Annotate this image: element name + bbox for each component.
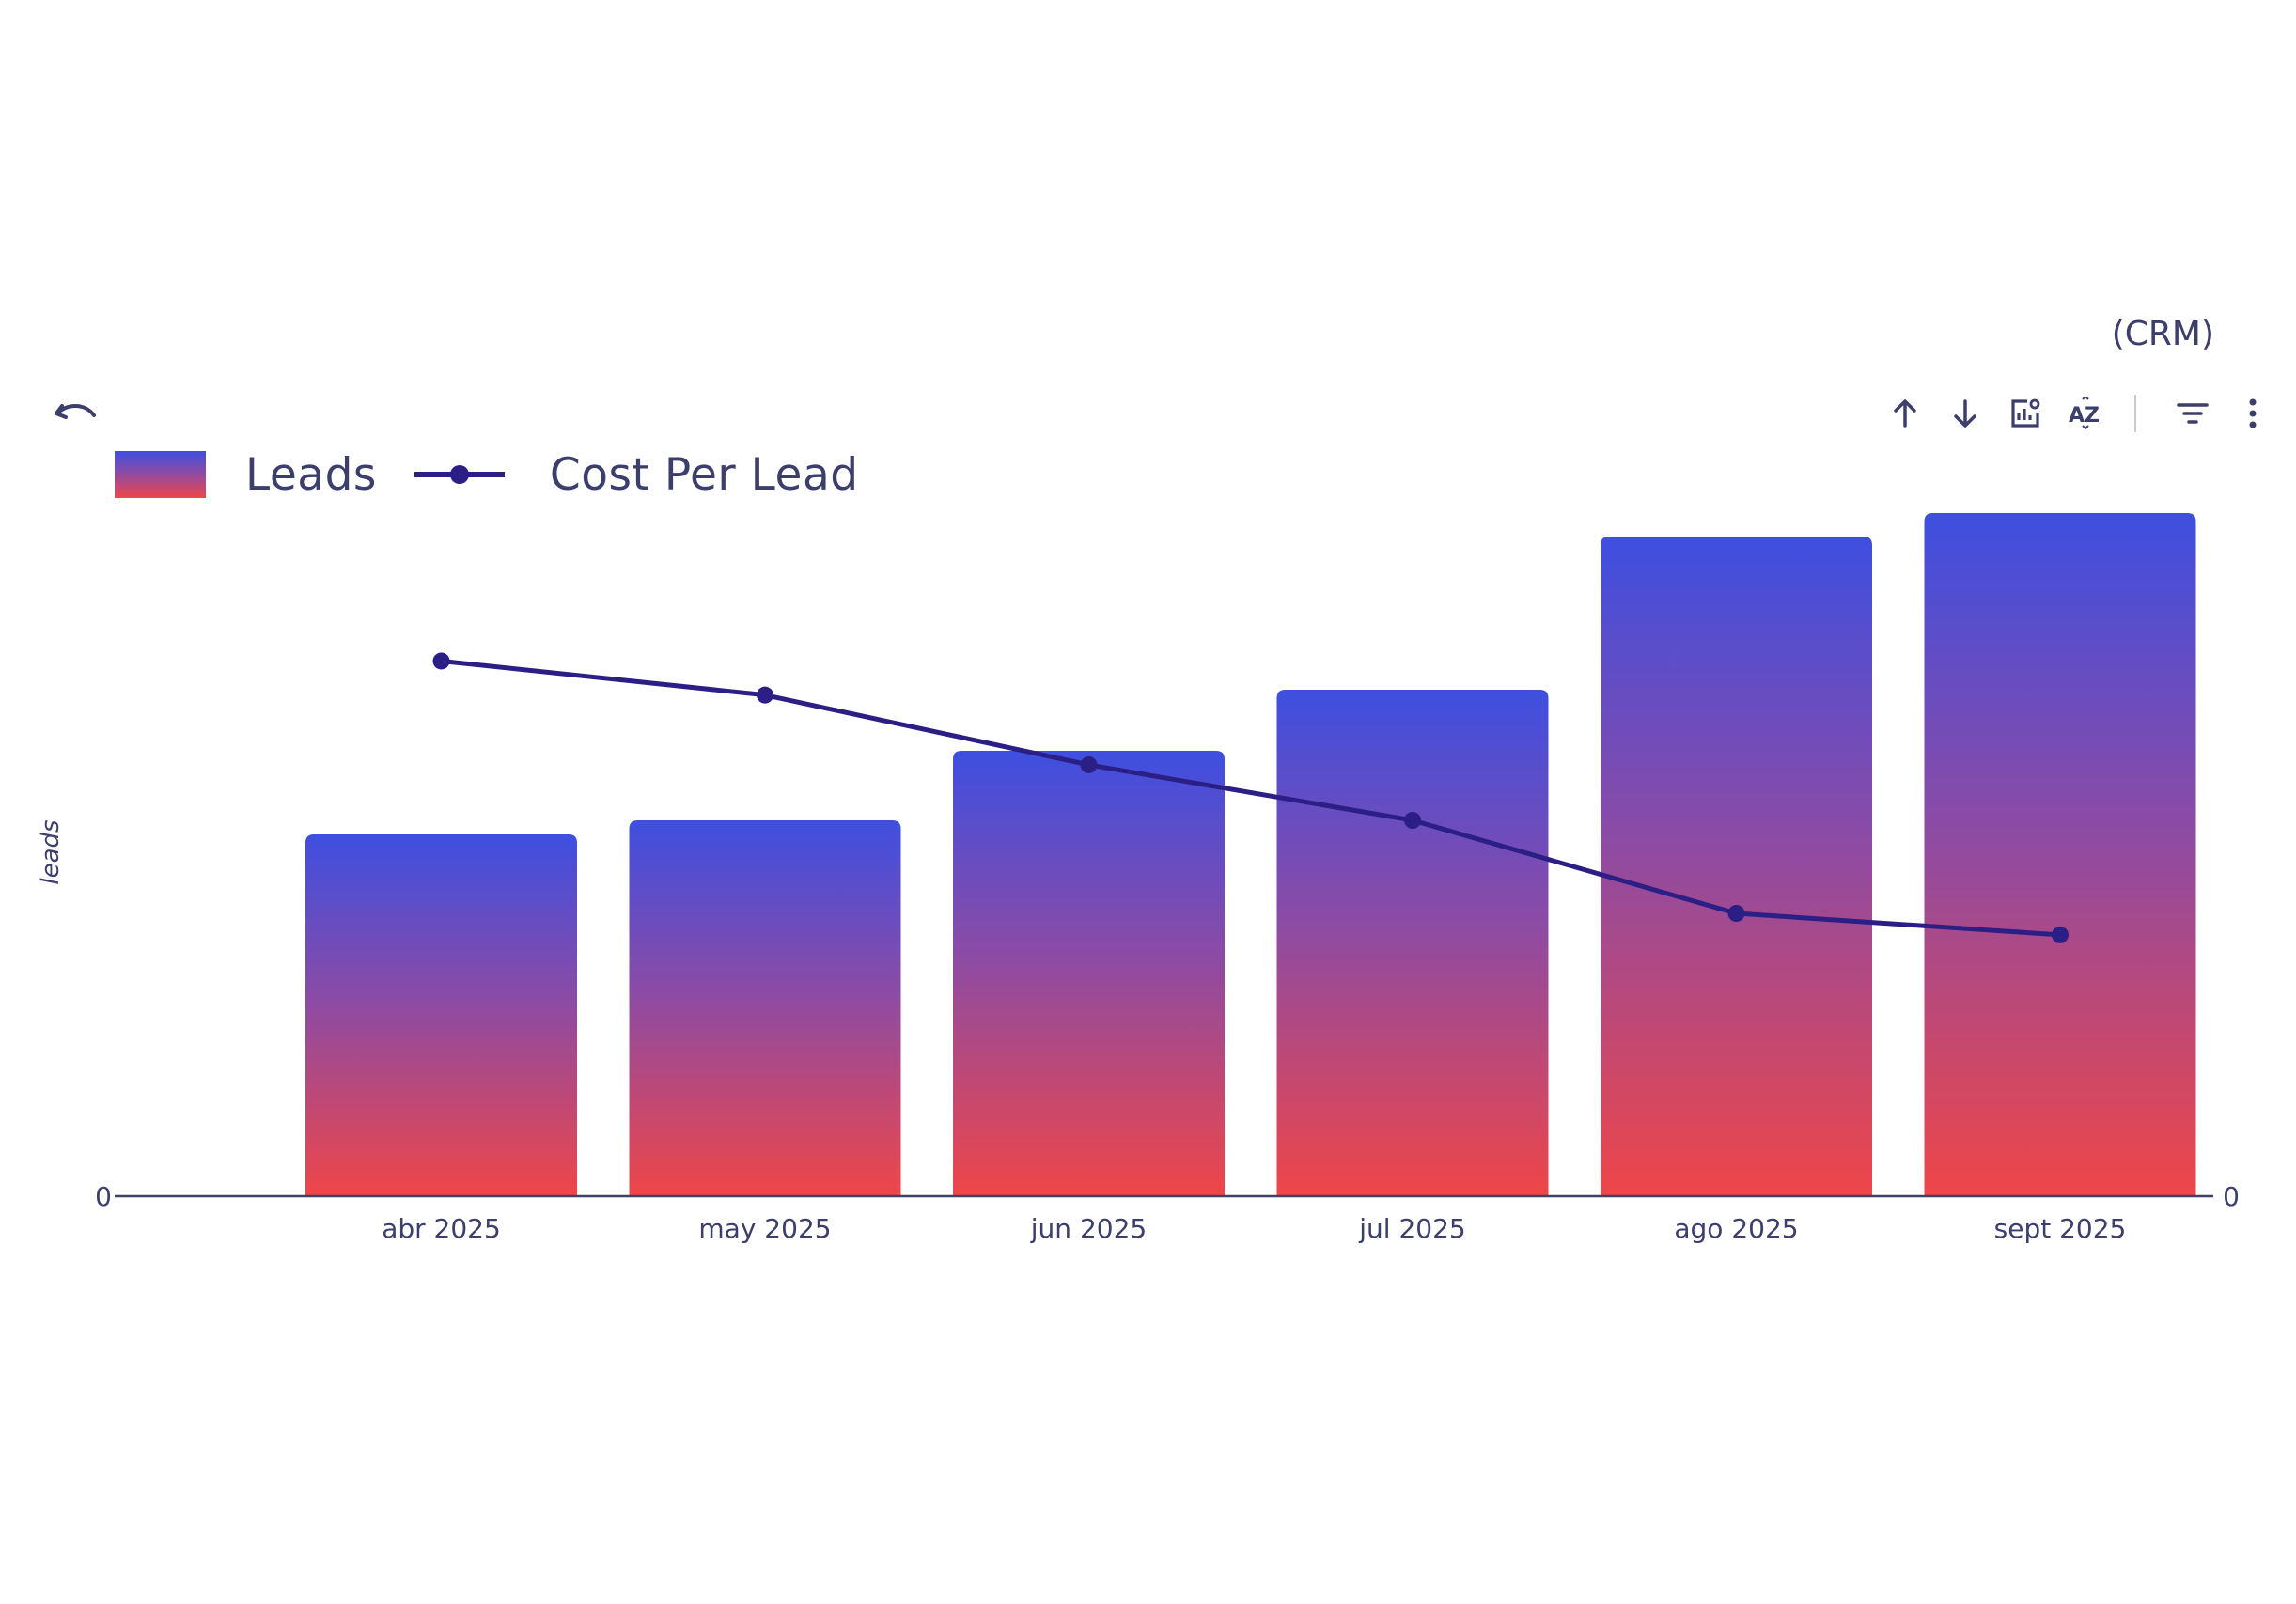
source-tag: (CRM) [2111,315,2214,353]
legend-swatch-leads[interactable] [115,451,206,498]
x-tick-label: abr 2025 [382,1213,501,1244]
bar-jul-2025[interactable] [1276,690,1549,1196]
x-tick-label: jun 2025 [1030,1213,1147,1244]
chart-settings-icon[interactable] [2003,391,2048,436]
x-tick-labels: abr 2025 may 2025 jun 2025 jul 2025 ago 2025… [382,1213,2126,1244]
line-point-sept-2025[interactable] [2052,926,2069,943]
legend-swatch-cost-per-lead[interactable] [414,456,505,493]
y2-axis-zero-label: 0 [2223,1181,2240,1212]
x-tick-label: ago 2025 [1674,1213,1798,1244]
toolbar-divider [2134,395,2136,432]
x-tick-label: may 2025 [698,1213,831,1244]
more-options-icon[interactable] [2230,391,2275,436]
sort-descending-icon[interactable] [1943,391,1988,436]
line-point-may-2025[interactable] [757,686,773,704]
bar-may-2025[interactable] [629,820,901,1196]
line-point-jun-2025[interactable] [1080,755,1098,773]
filter-icon[interactable] [2170,391,2215,436]
svg-text:AZ: AZ [2069,404,2100,428]
sort-alpha-icon[interactable]: AZ [2063,391,2108,436]
bar-ago-2025[interactable] [1601,537,1872,1196]
line-layer [432,652,2069,943]
legend-label-cost-per-lead[interactable]: Cost Per Lead [549,448,859,501]
undo-icon[interactable] [53,393,102,434]
bar-jun-2025[interactable] [953,751,1225,1196]
chart-legend: Leads Cost Per Lead [115,442,897,507]
y-axis-zero-label: 0 [95,1181,112,1212]
x-tick-label: sept 2025 [1994,1213,2127,1244]
x-tick-label: jul 2025 [1358,1213,1465,1244]
series-line-cost-per-lead[interactable] [441,658,2061,938]
line-point-ago-2025[interactable] [1727,905,1745,923]
bar-sept-2025[interactable] [1924,513,2196,1196]
bars-layer [305,513,2196,1196]
y-axis-title: leads [37,819,65,884]
bar-abr-2025[interactable] [305,834,577,1196]
line-point-jul-2025[interactable] [1404,812,1421,829]
legend-label-leads[interactable]: Leads [245,448,377,501]
sort-ascending-icon[interactable] [1882,391,1928,436]
chart-toolbar: AZ [1875,385,2283,442]
line-point-abr-2025[interactable] [432,652,450,670]
